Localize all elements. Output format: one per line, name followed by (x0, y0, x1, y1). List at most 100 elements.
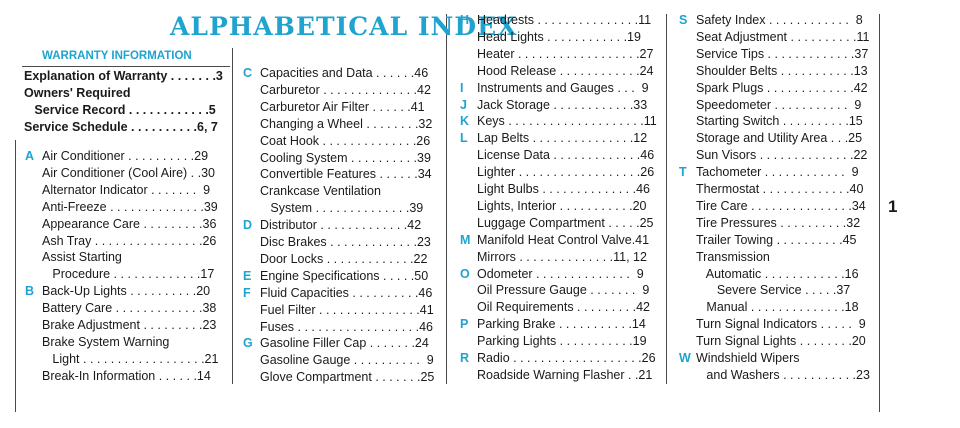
index-entry: Air Conditioner . . . . . . . . . .29 (42, 149, 209, 163)
index-section-letter: E (243, 268, 252, 283)
index-entry: Air Conditioner (Cool Aire) . .30 (42, 165, 215, 180)
index-section-letter: W (679, 351, 691, 365)
index-entry: Brake Adjustment . . . . . . . . .23 (42, 318, 217, 332)
index-entry: Instruments and Gauges . . . 9 (477, 80, 649, 95)
column-divider-1 (232, 48, 233, 384)
index-entry: Lap Belts . . . . . . . . . . . . . . .1… (477, 131, 648, 146)
index-section-letter: J (460, 97, 467, 112)
index-entry: Parking Brake . . . . . . . . . . .14 (477, 317, 646, 332)
index-entry: Cooling System . . . . . . . . . .39 (260, 150, 431, 165)
index-entry: Heater . . . . . . . . . . . . . . . . .… (477, 46, 654, 61)
warranty-heading: WARRANTY INFORMATION (42, 50, 192, 62)
index-section-letter: K (460, 114, 470, 129)
index-entry: Appearance Care . . . . . . . . .36 (42, 216, 217, 231)
index-entry: Severe Service . . . . .37 (696, 283, 851, 298)
index-entry: Gasoline Gauge . . . . . . . . . . 9 (260, 353, 434, 368)
index-entry: Ash Tray . . . . . . . . . . . . . . . .… (42, 233, 217, 248)
index-entry: Windshield Wipers (696, 351, 800, 365)
index-entry: Turn Signal Indicators . . . . . 9 (696, 317, 866, 332)
index-entry: Hood Release . . . . . . . . . . . .24 (477, 63, 654, 78)
index-section-letter: D (243, 218, 253, 233)
index-entry: Storage and Utility Area . . .25 (696, 131, 863, 146)
index-entry: Keys . . . . . . . . . . . . . . . . . .… (477, 114, 657, 129)
index-section-letter: L (460, 131, 468, 146)
index-entry: Break-In Information . . . . . .14 (42, 368, 211, 383)
index-entry: Mirrors . . . . . . . . . . . . . .11, 1… (477, 249, 647, 264)
index-entry: Lighter . . . . . . . . . . . . . . . . … (477, 165, 655, 180)
index-entry: Speedometer . . . . . . . . . . . 9 (696, 97, 862, 112)
index-entry: Turn Signal Lights . . . . . . . .20 (696, 334, 866, 349)
index-entry: Carburetor Air Filter . . . . . .41 (260, 99, 425, 114)
index-entry: Door Locks . . . . . . . . . . . . .22 (260, 251, 428, 266)
index-entry: Light . . . . . . . . . . . . . . . . . … (42, 351, 219, 366)
index-entry: and Washers . . . . . . . . . . .23 (696, 367, 870, 382)
index-entry: Changing a Wheel . . . . . . . .32 (260, 116, 433, 131)
index-section-letter: T (679, 165, 687, 180)
index-entry: Assist Starting (42, 250, 122, 265)
index-entry: Safety Index . . . . . . . . . . . . 8 (696, 13, 863, 27)
index-entry: Head Lights . . . . . . . . . . . .19 (477, 29, 641, 44)
index-entry: Distributor . . . . . . . . . . . . .42 (260, 218, 422, 233)
index-entry: Luggage Compartment . . . . .25 (477, 215, 654, 230)
index-entry: Engine Specifications . . . . .50 (260, 268, 429, 283)
index-entry: Back-Up Lights . . . . . . . . . .20 (42, 284, 211, 299)
index-entry: Roadside Warning Flasher . .21 (477, 367, 653, 382)
index-entry: Coat Hook . . . . . . . . . . . . . .26 (260, 133, 431, 148)
index-entry: Disc Brakes . . . . . . . . . . . . .23 (260, 235, 431, 249)
index-entry: Service Tips . . . . . . . . . . . . .37 (696, 46, 869, 61)
index-entry: Tachometer . . . . . . . . . . . . 9 (696, 165, 859, 180)
index-entry: Spark Plugs . . . . . . . . . . . . .42 (696, 80, 868, 95)
index-entry: Manual . . . . . . . . . . . . . .18 (696, 300, 859, 315)
index-entry: Brake System Warning (42, 334, 170, 349)
index-entry: Automatic . . . . . . . . . . . .16 (696, 266, 859, 281)
column-divider-3 (666, 14, 667, 384)
right-border-rule (879, 14, 880, 412)
index-section-letter: C (243, 66, 253, 80)
index-entry: Fuel Filter . . . . . . . . . . . . . . … (260, 302, 434, 317)
index-entry: Service Record . . . . . . . . . . . .5 (24, 102, 216, 117)
index-section-letter: F (243, 285, 251, 300)
index-entry: Trailer Towing . . . . . . . . . .45 (696, 232, 857, 247)
index-entry: Gasoline Filler Cap . . . . . . .24 (260, 336, 429, 351)
index-section-letter: A (25, 149, 35, 163)
index-entry: Parking Lights . . . . . . . . . . .19 (477, 334, 647, 349)
index-entry: Light Bulbs . . . . . . . . . . . . . .4… (477, 182, 650, 196)
index-section-letter: H (460, 13, 470, 27)
index-entry: System . . . . . . . . . . . . . .39 (260, 201, 424, 216)
index-entry: Alternator Indicator . . . . . . . 9 (42, 182, 211, 197)
index-entry: Fluid Capacities . . . . . . . . . .46 (260, 285, 433, 300)
index-entry: Radio . . . . . . . . . . . . . . . . . … (477, 351, 656, 365)
index-section-letter: G (243, 336, 253, 351)
index-entry: Jack Storage . . . . . . . . . . . .33 (477, 97, 648, 112)
index-section-letter: M (460, 232, 471, 247)
index-entry: Explanation of Warranty . . . . . . .3 (24, 69, 223, 83)
index-entry: Starting Switch . . . . . . . . . .15 (696, 114, 863, 129)
index-entry: Capacities and Data . . . . . .46 (260, 66, 429, 80)
index-section-letter: R (460, 351, 470, 365)
index-entry: Oil Pressure Gauge . . . . . . . 9 (477, 283, 650, 298)
index-section-letter: I (460, 80, 464, 95)
index-entry: Carburetor . . . . . . . . . . . . . .42 (260, 82, 431, 97)
index-entry: Battery Care . . . . . . . . . . . . .38 (42, 301, 217, 316)
index-entry: Fuses . . . . . . . . . . . . . . . . . … (260, 319, 433, 334)
index-entry: Odometer . . . . . . . . . . . . . . 9 (477, 266, 644, 281)
column-divider-2 (446, 14, 447, 384)
index-entry: Service Schedule . . . . . . . . . .6, 7 (24, 119, 218, 134)
index-entry: Glove Compartment . . . . . . .25 (260, 370, 435, 385)
index-entry: Lights, Interior . . . . . . . . . . .20 (477, 198, 647, 213)
index-entry: Manifold Heat Control Valve.41 (477, 232, 650, 247)
index-section-letter: S (679, 13, 688, 27)
index-entry: Oil Requirements . . . . . . . . .42 (477, 300, 650, 315)
page-number: 1 (888, 197, 898, 216)
left-border-rule (15, 140, 16, 412)
index-entry: Convertible Features . . . . . .34 (260, 167, 432, 182)
index-entry: Anti-Freeze . . . . . . . . . . . . . .3… (42, 199, 218, 214)
index-section-letter: O (460, 266, 470, 281)
index-entry: Seat Adjustment . . . . . . . . . .11 (696, 29, 870, 44)
index-entry: Shoulder Belts . . . . . . . . . . .13 (696, 63, 868, 78)
index-entry: Headrests . . . . . . . . . . . . . . .1… (477, 13, 652, 27)
index-entry: Thermostat . . . . . . . . . . . . .40 (696, 182, 864, 196)
index-entry: Sun Visors . . . . . . . . . . . . . .22 (696, 148, 868, 163)
index-entry: Tire Care . . . . . . . . . . . . . . .3… (696, 198, 866, 213)
warranty-underline (22, 66, 230, 67)
